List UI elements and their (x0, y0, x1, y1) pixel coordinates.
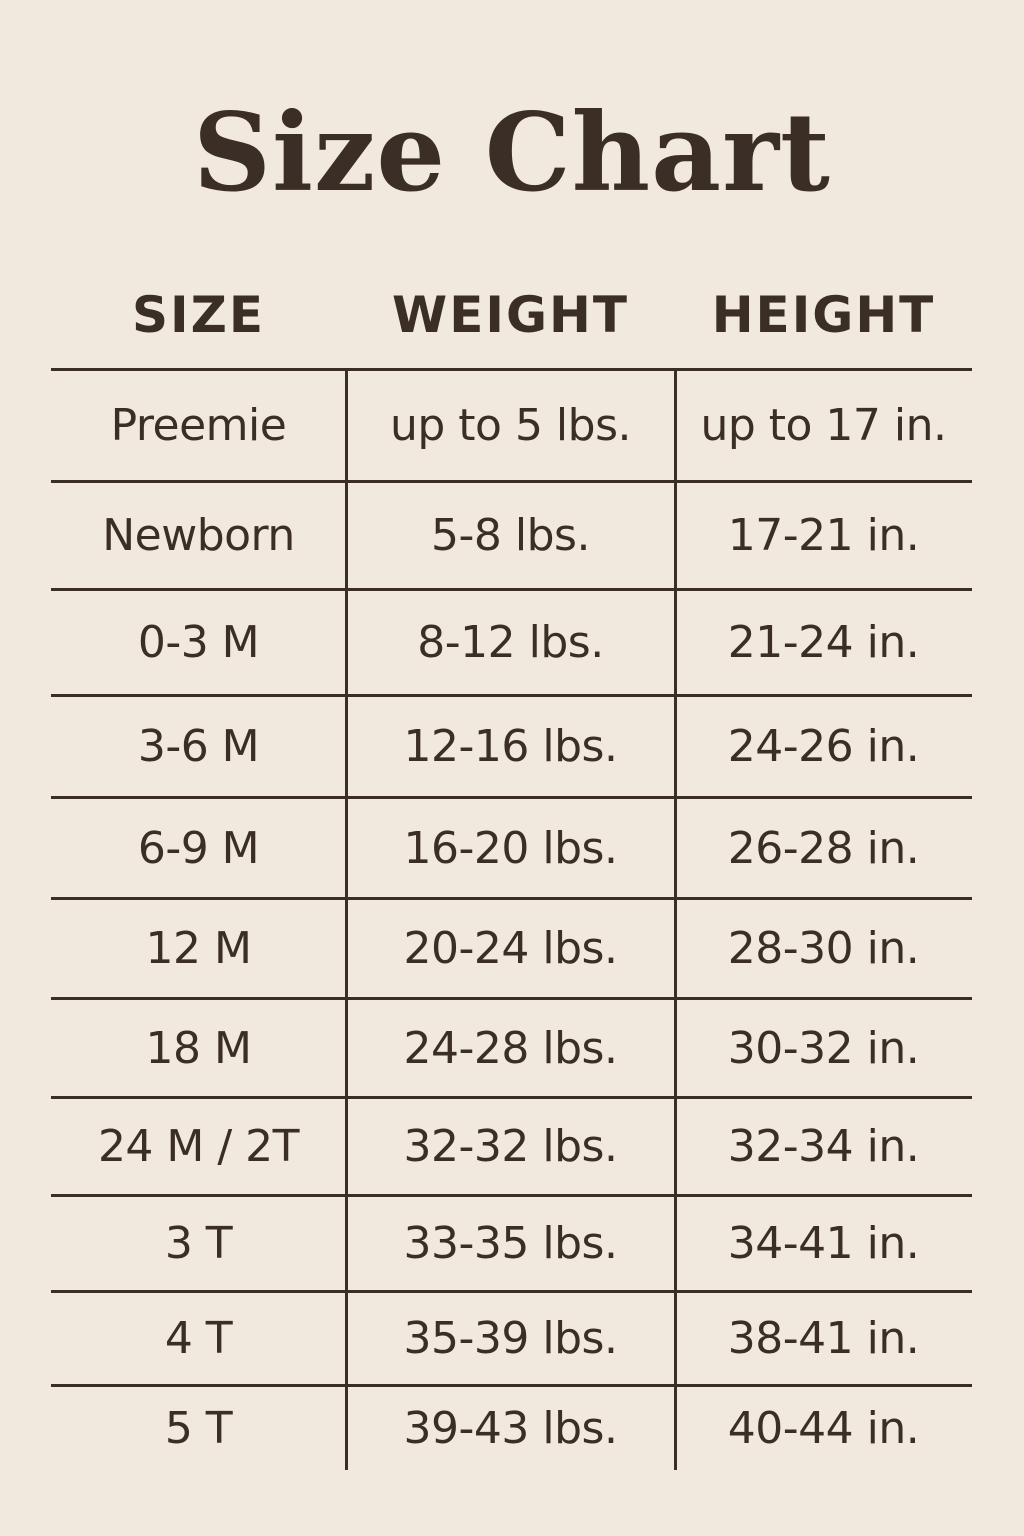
column-header-weight: WEIGHT (392, 286, 629, 344)
table-row: 12 M 20-24 lbs. 28-30 in. (51, 897, 972, 997)
page-title: Size Chart (193, 90, 831, 216)
height-cell: 38-41 in. (727, 1313, 920, 1364)
height-cell: 17-21 in. (727, 510, 920, 561)
column-divider (674, 368, 677, 1470)
weight-cell: 35-39 lbs. (403, 1313, 618, 1364)
weight-cell: 32-32 lbs. (403, 1121, 618, 1172)
size-cell: 18 M (145, 1022, 252, 1074)
table-row: 6-9 M 16-20 lbs. 26-28 in. (51, 796, 972, 897)
weight-cell: 16-20 lbs. (403, 822, 618, 874)
height-cell: up to 17 in. (700, 400, 947, 451)
weight-cell: 5-8 lbs. (431, 510, 590, 561)
size-cell: 24 M / 2T (97, 1121, 300, 1172)
height-cell: 34-41 in. (727, 1218, 920, 1269)
table-row: 18 M 24-28 lbs. 30-32 in. (51, 997, 972, 1096)
height-cell: 28-30 in. (727, 923, 920, 974)
height-cell: 26-28 in. (727, 822, 920, 874)
weight-cell: 8-12 lbs. (417, 617, 604, 668)
table-header: SIZE WEIGHT HEIGHT (51, 280, 972, 350)
size-cell: 4 T (164, 1313, 233, 1364)
weight-cell: up to 5 lbs. (389, 400, 632, 451)
size-cell: 0-3 M (137, 617, 260, 668)
size-cell: 3-6 M (137, 721, 260, 772)
weight-cell: 12-16 lbs. (403, 721, 618, 772)
weight-cell: 24-28 lbs. (403, 1022, 618, 1074)
size-cell: 12 M (145, 923, 252, 974)
height-cell: 32-34 in. (727, 1121, 920, 1172)
height-cell: 40-44 in. (727, 1403, 920, 1454)
height-cell: 30-32 in. (727, 1022, 920, 1074)
weight-cell: 33-35 lbs. (403, 1218, 618, 1269)
weight-cell: 39-43 lbs. (403, 1403, 618, 1454)
weight-cell: 20-24 lbs. (403, 923, 618, 974)
size-cell: Preemie (110, 400, 287, 451)
size-cell: Newborn (102, 510, 295, 561)
table-row: 0-3 M 8-12 lbs. 21-24 in. (51, 588, 972, 694)
size-cell: 6-9 M (137, 822, 260, 874)
table-row: Preemie up to 5 lbs. up to 17 in. (51, 368, 972, 480)
table-row: 5 T 39-43 lbs. 40-44 in. (51, 1384, 972, 1470)
table-row: 3-6 M 12-16 lbs. 24-26 in. (51, 694, 972, 796)
table-row: Newborn 5-8 lbs. 17-21 in. (51, 480, 972, 588)
column-divider (345, 368, 348, 1470)
table-row: 3 T 33-35 lbs. 34-41 in. (51, 1194, 972, 1290)
table-row: 24 M / 2T 32-32 lbs. 32-34 in. (51, 1096, 972, 1194)
table-row: 4 T 35-39 lbs. 38-41 in. (51, 1290, 972, 1384)
height-cell: 21-24 in. (727, 617, 920, 668)
height-cell: 24-26 in. (727, 721, 920, 772)
size-cell: 5 T (164, 1403, 233, 1454)
column-header-height: HEIGHT (711, 286, 936, 344)
size-table: 5 T 39-43 lbs. 40-44 in. 4 T 35-39 lbs. 38-41… (51, 368, 972, 1470)
column-header-size: SIZE (131, 286, 266, 344)
size-cell: 3 T (164, 1218, 233, 1269)
